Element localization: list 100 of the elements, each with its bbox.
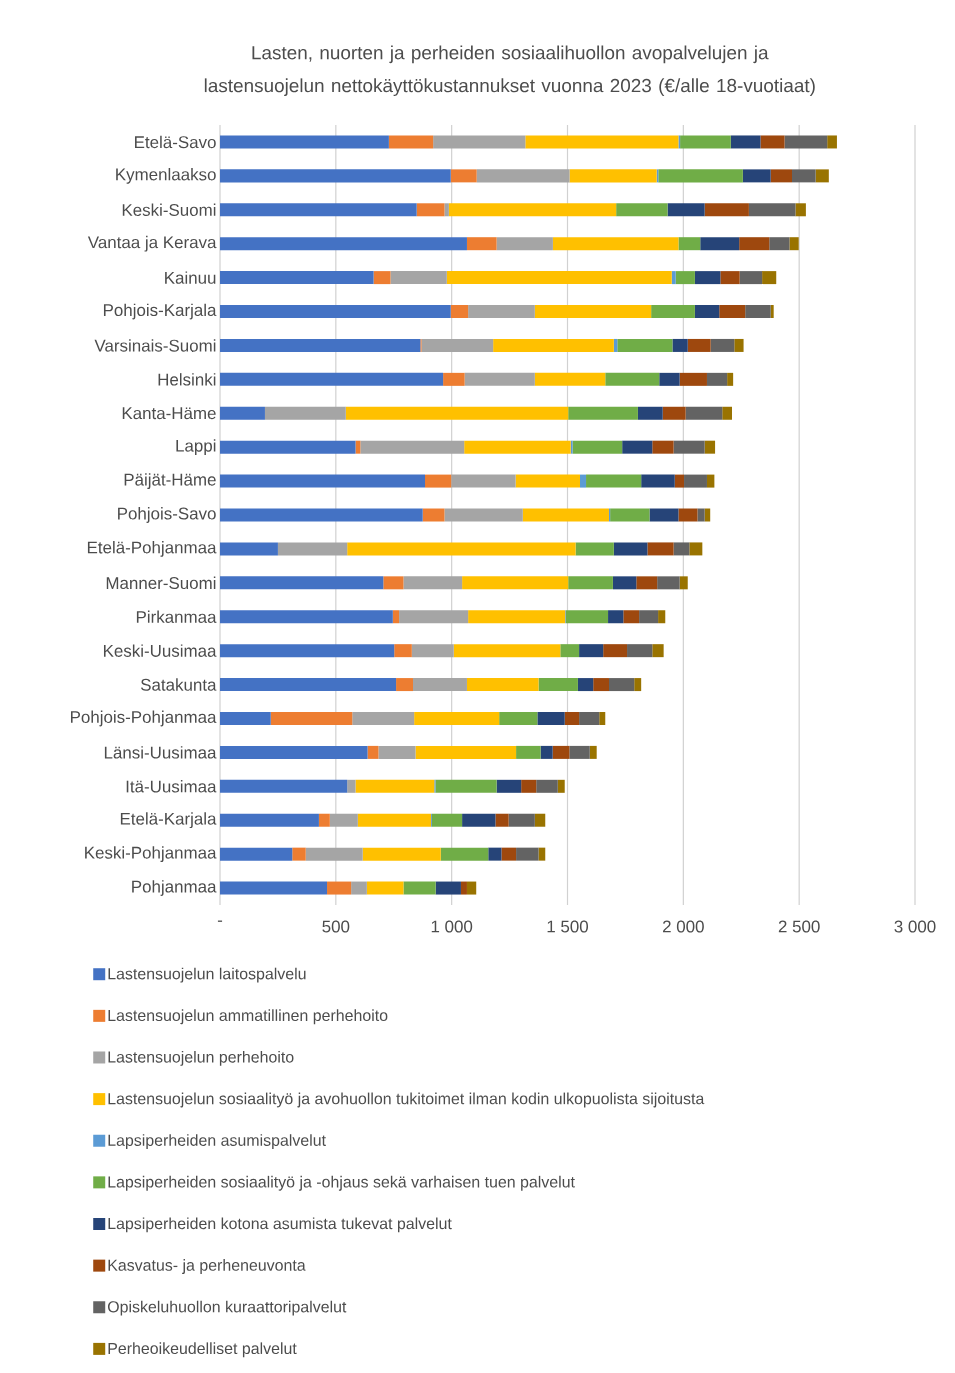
bar (557, 779, 565, 793)
bar (462, 813, 496, 827)
legend-label: Lapsiperheiden kotona asumista tukevat palvelut (108, 1217, 452, 1233)
bar (649, 508, 679, 522)
bar (719, 305, 746, 319)
bar (694, 305, 720, 319)
bar (345, 406, 569, 420)
legend-label: Lastensuojelun ammatillinen perhehoito (108, 1009, 388, 1025)
bar (564, 711, 580, 725)
legend-label: Lastensuojelun sosiaalityö ja avohuollon tukitoimet ilman kodin ulkopuolista sijoitusta (108, 1092, 705, 1108)
bar (525, 135, 679, 149)
bar (388, 135, 434, 149)
bar (378, 745, 416, 759)
bar (569, 169, 657, 183)
bar (552, 745, 570, 759)
bar (534, 813, 546, 827)
bar (760, 135, 785, 149)
bar (748, 203, 796, 217)
bar (466, 678, 539, 692)
bar (537, 711, 565, 725)
bar (599, 711, 606, 725)
bar (383, 576, 404, 590)
bar (704, 203, 749, 217)
bar (220, 169, 451, 183)
bar (488, 847, 502, 861)
bar (440, 847, 489, 861)
bar (355, 779, 435, 793)
bar (704, 440, 716, 454)
bar (791, 169, 816, 183)
legend-label: Opiskeluhuollon kuraattoripalvelut (107, 1300, 347, 1316)
x-tick-label: - (217, 920, 223, 922)
bar (412, 678, 467, 692)
y-tick-label: Keski-Uusimaa (103, 644, 217, 657)
y-tick-label: Helsinki (158, 373, 216, 386)
bar (651, 305, 695, 319)
y-tick-label: Lappi (176, 439, 216, 456)
bar (521, 779, 537, 793)
bar (634, 678, 642, 692)
y-tick-label: Pohjois-Savo (118, 507, 216, 523)
bar (552, 237, 679, 251)
bar (468, 305, 535, 319)
bar (270, 711, 353, 725)
bar (292, 847, 306, 861)
bar (739, 237, 770, 251)
bar (730, 135, 761, 149)
bar (605, 372, 660, 386)
bar (501, 847, 517, 861)
bar (789, 237, 799, 251)
bar (667, 203, 705, 217)
bar (679, 576, 688, 590)
bar (580, 474, 587, 488)
bar (742, 169, 771, 183)
bar (516, 847, 539, 861)
y-tick-label: Varsinais-Suomi (94, 339, 216, 352)
legend-label: Lapsiperheiden sosiaalityö ja -ohjaus sekä varhaisen tuen palvelut (108, 1175, 575, 1191)
bar (394, 644, 412, 658)
bar (464, 372, 535, 386)
bar (476, 169, 570, 183)
bar (360, 440, 465, 454)
bar (593, 678, 609, 692)
bar (508, 813, 535, 827)
bar (220, 745, 368, 759)
bar (616, 203, 668, 217)
bar (373, 271, 391, 285)
bar (327, 881, 352, 895)
x-tick-label: 1 000 (431, 920, 473, 933)
y-tick-label: Etelä-Karjala (120, 812, 217, 829)
bar (277, 542, 348, 556)
x-tick-label: 500 (322, 920, 350, 933)
y-tick-label: Vantaa ja Kerava (87, 235, 217, 252)
y-tick-label: Keski-Pohjanmaa (85, 846, 217, 863)
bar (396, 678, 413, 692)
bar (422, 508, 445, 522)
bar (569, 745, 590, 759)
bar (357, 813, 432, 827)
bar (220, 779, 348, 793)
bar (572, 440, 623, 454)
bar (220, 474, 426, 488)
bar (680, 135, 731, 149)
bar (220, 576, 384, 590)
bar (220, 440, 356, 454)
x-tick-label: 3 000 (894, 920, 936, 933)
bar (678, 237, 701, 251)
bar (689, 542, 703, 556)
bar (589, 745, 597, 759)
bar (515, 474, 581, 488)
legend-label: Lapsiperheiden asumispalvelut (108, 1134, 326, 1150)
chart-title: Lasten, nuorten ja perheiden sosiaalihuollon avopalvelujen ja lastensuojelun nettokäyttökustannukset vuonna 2023 (€/alle 18-vuotiaat) (204, 45, 815, 96)
bar (720, 271, 740, 285)
x-tick-label: 2 000 (663, 920, 704, 933)
bar (220, 508, 423, 522)
bar (435, 881, 461, 895)
y-tick-label: Itä-Uusimaa (126, 780, 217, 793)
bar (739, 271, 763, 285)
bar (586, 474, 642, 488)
bar (623, 610, 640, 624)
bar (351, 881, 367, 895)
bar (362, 847, 441, 861)
bar (220, 678, 397, 692)
bar (662, 406, 686, 420)
